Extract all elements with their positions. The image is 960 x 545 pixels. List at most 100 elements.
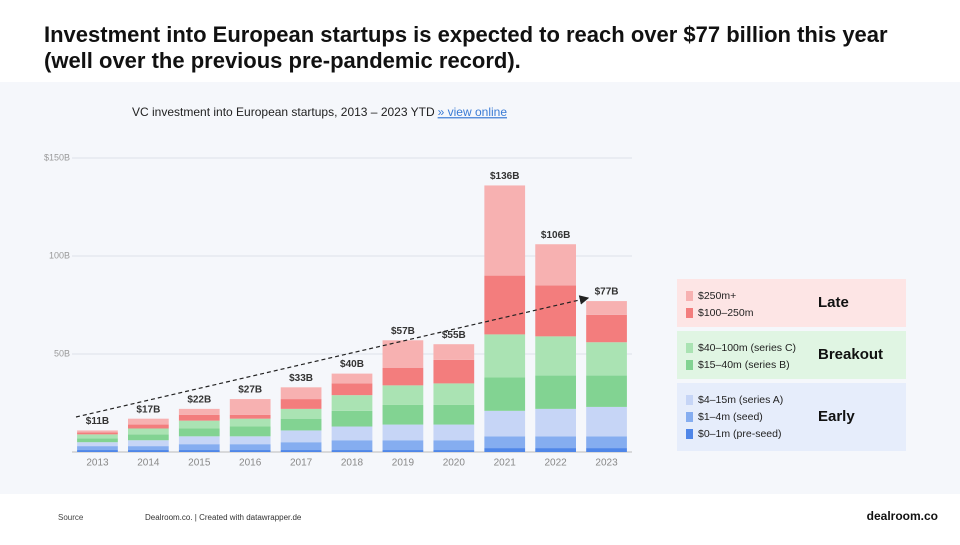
bar-segment	[484, 410, 526, 437]
bar-segment	[77, 438, 118, 443]
bar-segment	[331, 410, 373, 427]
bar-segment	[178, 444, 220, 451]
bar-segment	[433, 404, 475, 425]
bar-segment	[128, 446, 169, 451]
legend-swatch	[686, 395, 693, 405]
legend-group-breakout	[677, 331, 906, 379]
bar-segment	[128, 428, 169, 435]
bar-segment	[280, 418, 322, 431]
bar-segment	[331, 373, 373, 384]
bar-segment	[535, 408, 576, 437]
legend-swatch	[686, 291, 693, 301]
bar-segment	[535, 375, 576, 409]
bar-segment	[229, 414, 271, 419]
bar-segment	[535, 448, 576, 452]
bar-segment	[229, 418, 271, 427]
bar-segment	[331, 383, 373, 396]
chart-subtitle: VC investment into European startups, 20…	[132, 105, 435, 119]
legend-swatch	[686, 308, 693, 318]
y-tick-label: $150B	[44, 152, 70, 162]
bar-segment	[433, 424, 475, 441]
bar-segment	[433, 440, 475, 451]
bar-segment	[382, 440, 424, 451]
x-tick-label: 2013	[86, 458, 109, 469]
bar-segment	[484, 334, 526, 378]
y-tick-label: 50B	[54, 348, 70, 358]
legend-label: $1–4m (seed)	[698, 411, 763, 423]
bar-segment	[433, 344, 475, 360]
bar-segment	[433, 450, 475, 452]
bar-segment	[586, 314, 627, 343]
bar-segment	[586, 342, 627, 376]
plot: 50B 100B $150B $11B 2013 $17B 2014 $22B 2015 $27B…	[44, 152, 632, 469]
legend-swatch	[686, 343, 693, 353]
bar-segment	[229, 436, 271, 445]
total-label: $33B	[289, 373, 313, 384]
bar-segment	[484, 448, 526, 452]
bar-segment	[382, 385, 424, 405]
x-tick-label: 2014	[137, 458, 160, 469]
total-label: $106B	[541, 230, 570, 241]
trend-arrow	[75, 295, 590, 418]
bar-segment	[77, 450, 118, 452]
bar-segment	[382, 340, 424, 368]
x-tick-label: 2020	[443, 458, 466, 469]
slide-title-line2: (well over the previous pre-pandemic rec…	[44, 48, 521, 73]
x-tick-label: 2016	[239, 458, 262, 469]
bar-segment	[128, 424, 169, 429]
bar-segment	[229, 399, 271, 415]
legend-label: $15–40m (series B)	[698, 359, 790, 371]
view-online-link[interactable]: » view online	[438, 105, 508, 119]
bar-segment	[178, 436, 220, 445]
legend-swatch	[686, 360, 693, 370]
bar-segment	[433, 383, 475, 405]
slide-title: Investment into European startups is exp…	[44, 22, 888, 47]
bar-segment	[586, 406, 627, 437]
bar-segment	[280, 430, 322, 443]
bar-segment	[586, 436, 627, 449]
bar-segment	[178, 414, 220, 421]
legend-group-late	[677, 279, 906, 327]
legend-label: $40–100m (series C)	[698, 342, 796, 354]
x-tick-label: 2017	[290, 458, 313, 469]
legend-swatch	[686, 429, 693, 439]
bar-segment	[77, 446, 118, 451]
legend-label: $100–250m	[698, 307, 754, 319]
bar-segment	[128, 450, 169, 452]
bar-segment	[331, 440, 373, 451]
bar-segment	[280, 408, 322, 419]
legend: $250m+ $100–250m Late $40–100m (series C) $1…	[686, 290, 883, 440]
bar-segment	[535, 244, 576, 286]
bar-segment	[178, 408, 220, 415]
brand: dealroom.co	[867, 509, 938, 523]
bar-segment	[280, 399, 322, 409]
credit: Dealroom.co. | Created with datawrapper.…	[145, 513, 302, 522]
bar-segment	[128, 418, 169, 425]
bar-segment	[178, 428, 220, 437]
total-label: $57B	[391, 326, 415, 337]
legend-group-label: Late	[818, 294, 849, 311]
legend-swatch	[686, 412, 693, 422]
x-tick-label: 2022	[545, 458, 568, 469]
legend-group-label: Early	[818, 408, 855, 425]
x-tick-label: 2015	[188, 458, 211, 469]
x-tick-label: 2021	[494, 458, 517, 469]
bar-segment	[382, 424, 424, 441]
x-tick-label: 2023	[595, 458, 618, 469]
bar-segment	[77, 430, 118, 433]
bar-segment	[586, 301, 627, 315]
bar-segment	[178, 420, 220, 429]
bar-segment	[280, 387, 322, 400]
total-label: $136B	[490, 171, 519, 182]
bar-segment	[128, 434, 169, 441]
x-tick-label: 2018	[341, 458, 364, 469]
legend-label: $250m+	[698, 290, 736, 302]
bar-segment	[535, 336, 576, 376]
total-label: $55B	[442, 330, 466, 341]
bar-segment	[586, 448, 627, 452]
bar-segment	[280, 450, 322, 452]
bar-segment	[331, 450, 373, 452]
legend-group-label: Breakout	[818, 346, 883, 363]
